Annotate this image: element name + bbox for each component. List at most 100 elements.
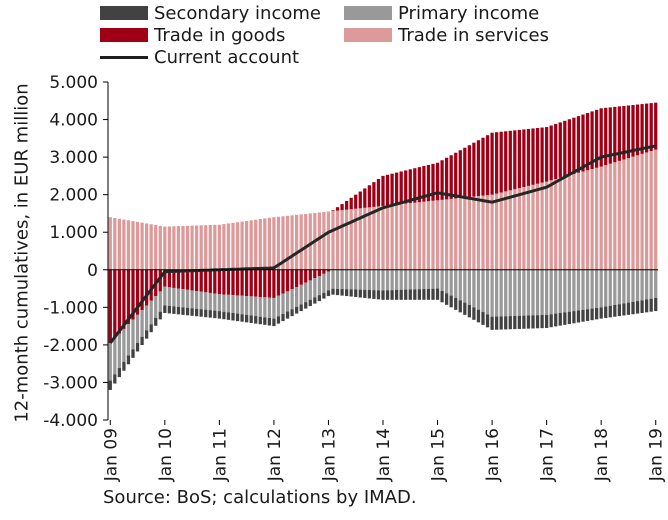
bar-trade-goods — [563, 120, 567, 177]
bar-secondary-income — [522, 315, 526, 329]
bar-primary-income — [535, 269, 540, 316]
bar-month-108 — [599, 108, 603, 319]
bar-primary-income — [195, 291, 199, 309]
x-tick-label: Jan 18 — [592, 428, 612, 482]
bar-trade-services — [563, 176, 567, 270]
bar-trade-goods — [217, 269, 221, 295]
bar-trade-services — [263, 218, 267, 270]
bar-primary-income — [467, 269, 471, 305]
bar-trade-services — [526, 185, 531, 270]
bar-primary-income — [508, 269, 512, 317]
bar-month-8 — [145, 223, 149, 339]
bar-primary-income — [254, 296, 258, 317]
bar-trade-goods — [281, 269, 285, 294]
bar-trade-goods — [499, 131, 503, 193]
bar-trade-services — [308, 213, 312, 270]
bar-primary-income — [122, 328, 126, 362]
bar-month-87 — [504, 131, 508, 330]
bar-trade-services — [272, 217, 276, 270]
bar-trade-goods — [472, 142, 476, 197]
bar-month-2 — [117, 218, 121, 378]
bar-trade-goods — [354, 194, 358, 209]
bar-trade-services — [535, 183, 540, 270]
bar-secondary-income — [626, 302, 631, 315]
bar-primary-income — [599, 269, 603, 308]
bar-month-75 — [449, 155, 453, 308]
legend: Secondary income Primary income Trade in… — [100, 2, 580, 68]
bar-trade-services — [195, 225, 199, 270]
bar-trade-goods — [654, 102, 658, 150]
bar-month-77 — [458, 150, 462, 313]
bar-trade-goods — [272, 269, 276, 298]
y-tick-label: 3.000 — [49, 148, 98, 168]
bar-secondary-income — [158, 311, 162, 320]
bar-secondary-income — [195, 308, 199, 317]
bar-trade-goods — [295, 269, 299, 287]
bar-trade-services — [617, 160, 621, 270]
bar-month-73 — [440, 160, 444, 303]
y-axis-label: 12-month cumulatives, in EUR million — [11, 83, 33, 423]
bar-month-71 — [431, 163, 435, 300]
bar-primary-income — [622, 269, 626, 304]
bar-month-18 — [190, 225, 194, 316]
bar-secondary-income — [272, 318, 276, 327]
bar-trade-services — [167, 226, 171, 270]
legend-swatch-trade-goods — [100, 28, 148, 42]
bar-month-96 — [545, 127, 549, 328]
bar-secondary-income — [463, 302, 467, 315]
bar-primary-income — [240, 295, 244, 315]
bar-month-103 — [576, 116, 581, 323]
bar-month-16 — [181, 225, 185, 315]
bar-secondary-income — [531, 315, 535, 329]
bar-primary-income — [585, 269, 590, 310]
bar-month-102 — [572, 117, 576, 324]
bar-primary-income — [335, 269, 340, 289]
bar-trade-goods — [322, 269, 326, 274]
legend-label-trade-services: Trade in services — [398, 24, 549, 46]
bar-primary-income — [263, 297, 267, 318]
bar-trade-goods — [531, 128, 535, 185]
x-tick-label: Jan 12 — [265, 428, 285, 482]
bar-trade-goods — [331, 210, 335, 212]
bar-trade-goods — [413, 168, 417, 203]
bar-primary-income — [322, 273, 326, 293]
bar-secondary-income — [572, 311, 576, 324]
bar-secondary-income — [326, 290, 331, 297]
bar-trade-goods — [304, 269, 308, 283]
bar-primary-income — [276, 295, 281, 317]
bar-trade-goods — [435, 162, 440, 201]
bar-secondary-income — [363, 289, 367, 298]
bar-primary-income — [354, 269, 358, 290]
legend-item-trade-services: Trade in services — [344, 24, 549, 46]
bar-primary-income — [245, 296, 249, 315]
bar-trade-goods — [208, 269, 212, 293]
bar-month-34 — [263, 218, 267, 325]
bar-month-80 — [472, 142, 476, 320]
bar-trade-goods — [226, 269, 231, 295]
bar-secondary-income — [131, 349, 135, 358]
bar-trade-services — [185, 225, 190, 270]
bar-trade-goods — [313, 269, 317, 279]
bar-trade-services — [140, 222, 144, 270]
bar-trade-services — [395, 204, 399, 270]
bar-secondary-income — [295, 306, 299, 314]
bar-primary-income — [331, 269, 335, 289]
bar-trade-goods — [113, 269, 117, 339]
x-tick-label: Jan 10 — [156, 428, 176, 482]
bar-secondary-income — [608, 305, 612, 318]
bar-secondary-income — [504, 316, 508, 330]
bar-trade-services — [545, 181, 549, 270]
bar-secondary-income — [431, 288, 435, 300]
bar-primary-income — [181, 289, 185, 308]
bar-secondary-income — [435, 288, 440, 300]
bar-secondary-income — [372, 290, 376, 299]
bar-trade-services — [281, 216, 285, 270]
bar-trade-services — [454, 198, 458, 270]
bar-month-119 — [649, 103, 653, 312]
bar-primary-income — [445, 269, 449, 294]
bar-trade-services — [440, 199, 444, 270]
bar-primary-income — [185, 289, 190, 308]
bar-primary-income — [113, 338, 117, 375]
bar-month-44 — [308, 213, 312, 307]
bar-primary-income — [558, 269, 562, 313]
